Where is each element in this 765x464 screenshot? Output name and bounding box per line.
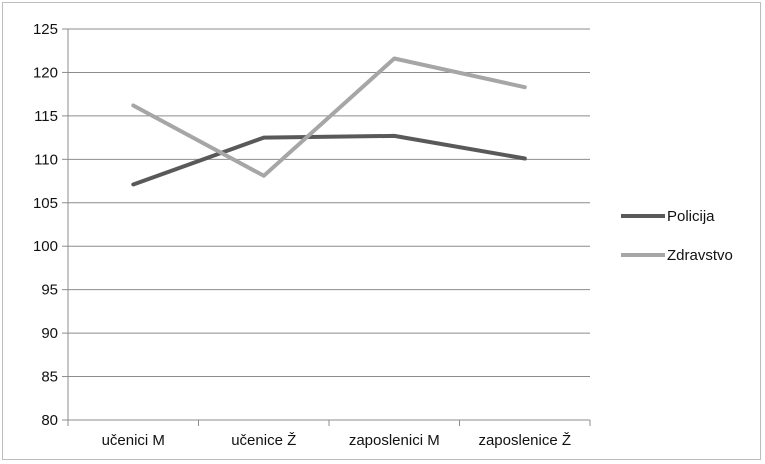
y-tick-label: 95	[41, 282, 58, 299]
y-tick-label: 100	[33, 238, 58, 255]
y-tick-label: 85	[41, 369, 58, 386]
series-lines	[131, 56, 527, 187]
y-tick-label: 120	[33, 64, 58, 81]
chart-frame	[2, 2, 761, 460]
y-tick-label: 115	[34, 108, 58, 125]
legend-label: Policija	[667, 208, 715, 225]
y-tick-label: 90	[41, 325, 58, 342]
x-tick-label: učenici M	[102, 432, 165, 449]
gridlines	[68, 28, 590, 378]
series-line-zdravstvo	[131, 56, 527, 178]
x-tick-label: učenice Ž	[231, 432, 296, 449]
x-tick-label: zaposlenici M	[349, 432, 440, 449]
x-tick-label: zaposlenice Ž	[478, 432, 571, 449]
series-line-policija	[131, 133, 527, 187]
legend-label: Zdravstvo	[667, 247, 733, 264]
axes	[62, 28, 591, 426]
y-tick-label: 105	[33, 195, 58, 212]
y-tick-label: 80	[41, 412, 58, 429]
y-tick-label: 125	[33, 21, 58, 38]
legend: Policija Zdravstvo	[621, 208, 733, 264]
y-tick-label: 110	[34, 151, 58, 168]
x-axis-tick-labels: učenici M učenice Ž zaposlenici M zaposleni…	[102, 432, 571, 449]
y-axis-tick-labels: 80 85 90 95 100 105 110 115 120 125	[33, 21, 58, 429]
